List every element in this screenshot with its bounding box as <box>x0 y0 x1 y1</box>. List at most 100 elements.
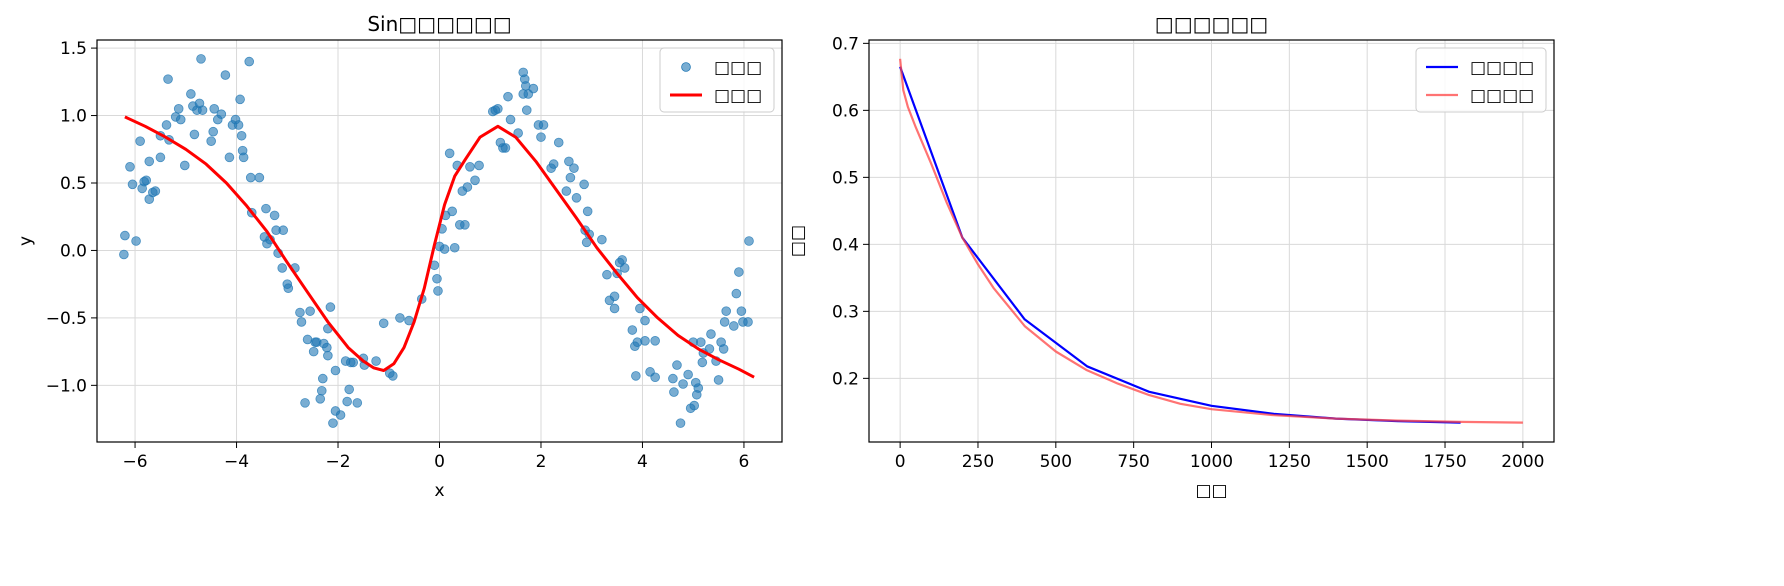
scatter-point <box>269 210 280 221</box>
x-tick-label: 2000 <box>1501 452 1544 472</box>
scatter-point <box>713 375 724 385</box>
scatter-point <box>565 172 576 183</box>
scatter-point <box>161 120 172 130</box>
scatter-point <box>743 317 753 327</box>
scatter-point <box>330 365 341 376</box>
scatter-point <box>736 306 747 316</box>
scatter-point <box>528 83 539 94</box>
series-line <box>899 58 1523 424</box>
x-tick-label: 1500 <box>1346 452 1389 472</box>
scatter-point <box>209 103 220 114</box>
scatter-point <box>569 163 579 173</box>
scatter-point <box>449 242 460 253</box>
x-axis-label: x <box>434 481 444 501</box>
scatter-point <box>706 329 716 339</box>
plot-area <box>899 58 1523 424</box>
scatter-point <box>283 283 294 294</box>
scatter-point <box>323 350 333 361</box>
scatter-point <box>163 74 173 84</box>
scatter-point <box>236 130 247 141</box>
scatter-point <box>141 175 152 186</box>
scatter-point <box>734 267 744 277</box>
scatter-point <box>668 373 678 384</box>
y-tick-label: −1.0 <box>46 376 87 396</box>
y-axis-label: □□ <box>788 225 808 257</box>
scatter-point <box>728 321 739 331</box>
scatter-point <box>245 172 256 183</box>
x-tick-label: 750 <box>1117 452 1149 472</box>
scatter-point <box>505 114 516 125</box>
scatter-point <box>697 357 708 368</box>
scatter-point <box>447 206 457 217</box>
y-tick-label: 0.0 <box>60 241 87 261</box>
scatter-point <box>669 387 679 397</box>
scatter-point <box>352 398 363 408</box>
scatter-point <box>439 244 450 254</box>
x-tick-label: −2 <box>325 452 350 472</box>
x-tick-label: 0 <box>895 452 906 472</box>
x-tick-label: 0 <box>434 452 445 472</box>
scatter-point <box>579 179 589 190</box>
scatter-point <box>640 315 650 326</box>
chart-title: □□□□□□ <box>1155 12 1268 36</box>
x-tick-label: 4 <box>637 452 648 472</box>
scatter-point <box>602 269 612 280</box>
scatter-point <box>342 396 352 407</box>
scatter-point <box>173 103 184 114</box>
scatter-point <box>571 193 582 203</box>
scatter-point <box>296 317 307 327</box>
x-tick-label: 1000 <box>1190 452 1233 472</box>
scatter-point <box>650 372 660 383</box>
scatter-point <box>744 236 754 246</box>
scatter-point <box>189 129 200 140</box>
scatter-point <box>144 156 155 167</box>
scatter-point <box>261 203 271 214</box>
scatter-point <box>316 385 327 396</box>
series-line <box>124 115 755 379</box>
scatter-point <box>131 236 141 246</box>
scatter-point <box>561 186 572 196</box>
scatter-point <box>348 357 359 368</box>
scatter-point <box>474 160 484 171</box>
scatter-point <box>432 273 442 284</box>
y-tick-label: 0.6 <box>832 101 859 121</box>
scatter-point <box>216 109 227 119</box>
scatter-point <box>672 360 682 370</box>
scatter-point <box>278 225 289 236</box>
scatter-point <box>470 175 480 186</box>
x-axis-label: □□ <box>1195 481 1227 501</box>
scatter-point <box>683 369 693 380</box>
scatter-point <box>155 152 166 163</box>
legend-label: □□□□ <box>1470 58 1534 78</box>
x-tick-label: 500 <box>1040 452 1072 472</box>
scatter-point <box>721 306 731 316</box>
y-tick-label: 0.4 <box>832 235 859 255</box>
scatter-point <box>175 114 186 125</box>
x-tick-label: 6 <box>739 452 750 472</box>
scatter-point <box>617 255 627 265</box>
x-tick-label: 1250 <box>1268 452 1311 472</box>
scatter-point <box>254 172 265 183</box>
scatter-point <box>196 54 206 64</box>
y-tick-label: 0.7 <box>832 34 859 54</box>
scatter-point <box>696 337 706 347</box>
chart-sin-fit: −6 −4 −2 0 2 4 6 −1.0 −0.5 0.0 0.5 1.0 1.5 Sin□□□□□□ x… <box>16 12 783 501</box>
scatter-point <box>731 288 742 299</box>
plot-area <box>119 54 755 428</box>
chart-loss-curve: 0 250 500 750 1000 1250 1500 1750 2000 0.2 0.3 0.4 0… <box>788 12 1555 501</box>
scatter-point <box>125 162 135 172</box>
scatter-point <box>395 313 405 323</box>
scatter-point <box>536 132 546 142</box>
scatter-point <box>135 136 145 146</box>
scatter-point <box>224 152 235 163</box>
scatter-point <box>678 379 688 389</box>
scatter-point <box>718 344 729 354</box>
scatter-point <box>521 105 532 115</box>
scatter-point <box>238 152 249 163</box>
scatter-point <box>640 336 650 346</box>
scatter-point <box>378 318 389 329</box>
scatter-point <box>635 303 645 314</box>
scatter-point <box>119 249 129 260</box>
scatter-point <box>627 325 638 335</box>
